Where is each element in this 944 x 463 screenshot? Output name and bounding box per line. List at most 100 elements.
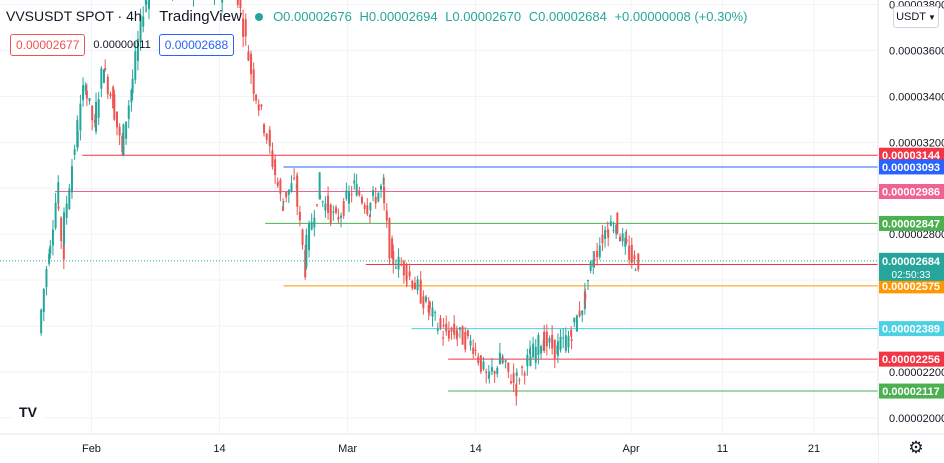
candle-body bbox=[637, 253, 640, 270]
candle-body bbox=[372, 190, 375, 197]
candle-body bbox=[488, 371, 491, 375]
candle-body bbox=[130, 89, 133, 103]
candle-body bbox=[596, 250, 599, 258]
tradingview-logo-icon[interactable]: TV bbox=[12, 400, 44, 424]
candle-body bbox=[305, 234, 308, 268]
candle-body bbox=[461, 326, 464, 345]
price-tick-label: 0.00003600 bbox=[889, 46, 944, 58]
candle-body bbox=[402, 261, 405, 276]
time-tick-label: 14 bbox=[469, 443, 481, 455]
chart-header: VVSUSDT SPOT · 4h TradingView O0.0000267… bbox=[6, 8, 751, 25]
level-price-label: 0.00002847 bbox=[882, 218, 940, 230]
candle-body bbox=[319, 195, 322, 199]
candle-body bbox=[586, 279, 589, 282]
candle-body bbox=[428, 301, 431, 309]
candle-body bbox=[621, 233, 624, 242]
time-tick-label: 14 bbox=[213, 443, 225, 455]
level-price-label-bg bbox=[879, 215, 944, 231]
candle-body bbox=[301, 229, 304, 245]
candle-body bbox=[296, 176, 299, 207]
candle-body bbox=[348, 191, 351, 204]
candle-body bbox=[91, 105, 94, 121]
candle-body bbox=[422, 296, 425, 308]
candle-body bbox=[405, 276, 408, 278]
candle-body bbox=[507, 362, 510, 372]
candle-body bbox=[282, 201, 285, 203]
low-value: L0.00002670 bbox=[445, 9, 522, 24]
candle-body bbox=[607, 229, 610, 238]
candle-body bbox=[104, 68, 107, 71]
candle-body bbox=[545, 331, 548, 347]
candle-body bbox=[453, 323, 456, 335]
candle-body bbox=[287, 189, 290, 195]
candle-body bbox=[540, 346, 543, 354]
candle-body bbox=[70, 166, 73, 193]
candle-body bbox=[113, 93, 116, 120]
candle-body bbox=[383, 186, 386, 204]
candle-body bbox=[573, 318, 576, 323]
level-price-label-bg bbox=[879, 383, 944, 399]
candle-body bbox=[250, 53, 253, 75]
candle-body bbox=[618, 236, 621, 242]
candles bbox=[40, 0, 640, 406]
candle-body bbox=[63, 212, 66, 245]
current-price-label: 0.00002684 bbox=[882, 256, 941, 268]
candle-body bbox=[345, 190, 348, 199]
candle-body bbox=[625, 239, 628, 242]
candle-body bbox=[400, 264, 403, 266]
candle-body bbox=[321, 201, 324, 203]
candle-body bbox=[589, 261, 592, 271]
candle-body bbox=[498, 352, 501, 365]
candle-body bbox=[493, 371, 496, 374]
candle-body bbox=[598, 245, 601, 257]
candle-body bbox=[60, 217, 63, 242]
candle-body bbox=[529, 356, 532, 367]
candle-body bbox=[271, 150, 274, 167]
current-price-badge-bg bbox=[879, 252, 944, 281]
level-price-label-bg bbox=[879, 147, 944, 163]
candle-body bbox=[274, 159, 277, 176]
candle-body bbox=[122, 124, 125, 156]
time-tick-label: 21 bbox=[808, 443, 820, 455]
candle-body bbox=[54, 202, 57, 229]
candle-body bbox=[142, 16, 145, 27]
candle-body bbox=[374, 196, 377, 204]
candle-body bbox=[570, 339, 573, 341]
candle-body bbox=[518, 379, 521, 381]
candle-body bbox=[366, 205, 369, 215]
candle-body bbox=[147, 0, 150, 9]
candle-body bbox=[335, 207, 338, 213]
candle-body bbox=[93, 119, 96, 123]
candle-body bbox=[337, 216, 340, 220]
candle-body bbox=[329, 204, 332, 223]
candle-body bbox=[355, 184, 358, 196]
buy-button[interactable]: 0.00002688 bbox=[158, 34, 235, 56]
candle-body bbox=[385, 210, 388, 221]
candle-body bbox=[485, 371, 488, 374]
candle-body bbox=[57, 182, 60, 204]
candle-body bbox=[551, 335, 554, 349]
candle-body bbox=[391, 238, 394, 259]
currency-select[interactable]: USDT ▼ bbox=[893, 6, 939, 28]
symbol-title[interactable]: VVSUSDT SPOT · 4h bbox=[6, 8, 142, 24]
candle-body bbox=[252, 69, 255, 94]
candle-body bbox=[504, 360, 507, 362]
price-tick-label: 0.00002200 bbox=[889, 367, 944, 379]
sell-button[interactable]: 0.00002677 bbox=[10, 34, 86, 56]
gear-icon[interactable]: ⚙ bbox=[908, 438, 924, 457]
candle-body bbox=[340, 215, 343, 218]
candle-body bbox=[244, 19, 247, 37]
candle-body bbox=[239, 0, 242, 9]
candle-body bbox=[260, 104, 263, 107]
candle-body bbox=[523, 373, 526, 376]
candle-body bbox=[413, 282, 416, 290]
candle-body bbox=[313, 217, 316, 228]
level-price-label: 0.00002117 bbox=[882, 386, 940, 398]
candle-body bbox=[327, 195, 330, 213]
candle-body bbox=[131, 78, 134, 94]
candle-body bbox=[616, 212, 619, 234]
candle-body bbox=[242, 18, 245, 37]
ohlc-readout: O0.00002676 H0.00002694 L0.00002670 C0.0… bbox=[273, 9, 751, 24]
